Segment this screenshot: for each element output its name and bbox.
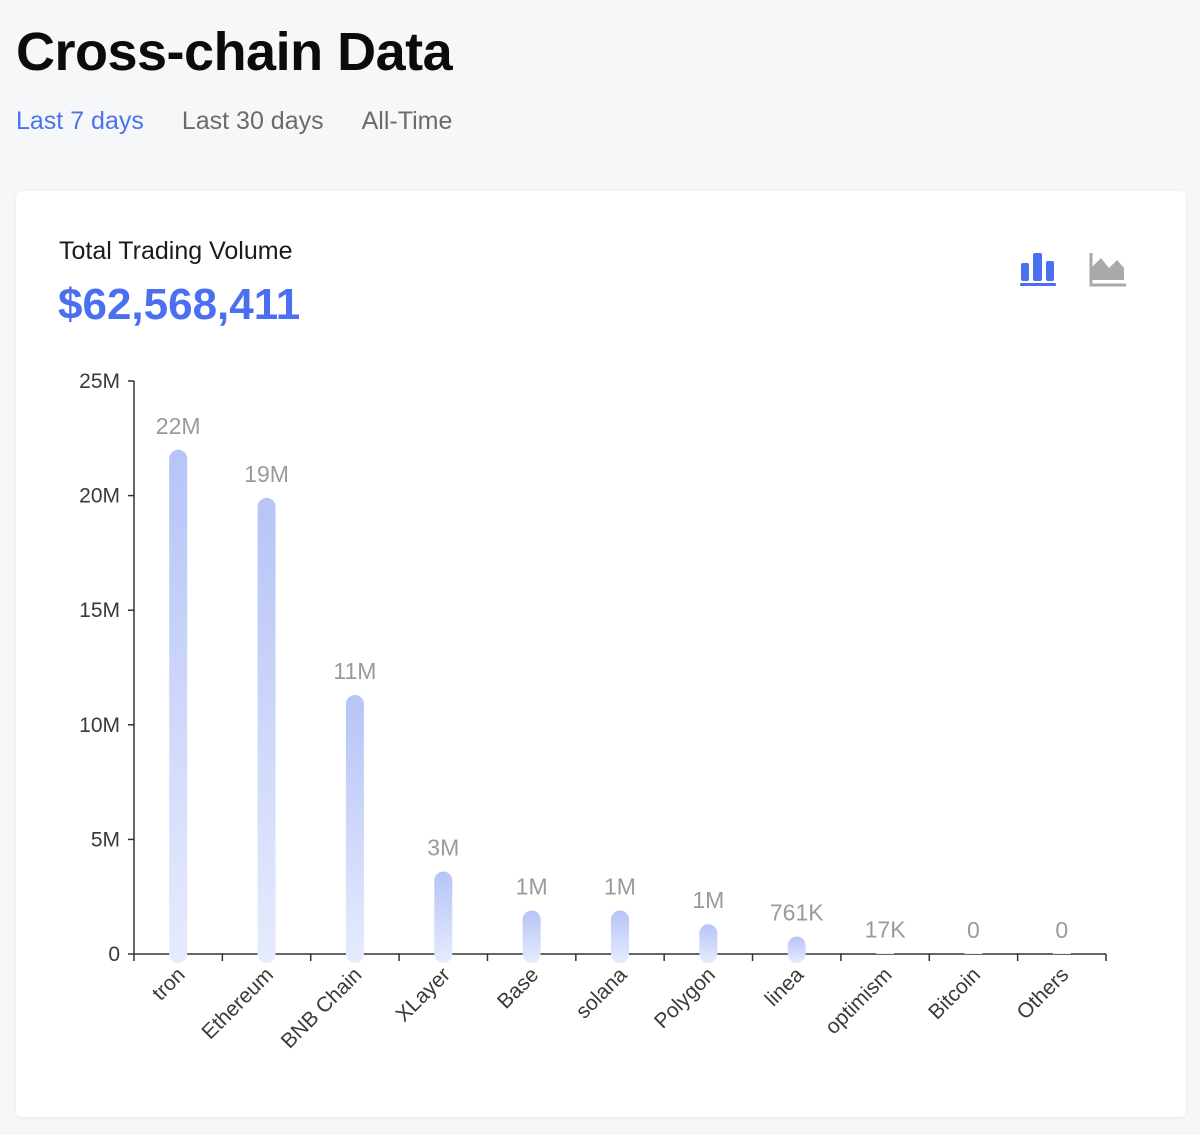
value-label: 19M xyxy=(244,461,289,487)
value-label: 1M xyxy=(692,887,724,913)
category-label: Ethereum xyxy=(197,963,278,1044)
category-label: Others xyxy=(1013,963,1074,1024)
value-label: 17K xyxy=(865,917,907,943)
y-tick-label: 25M xyxy=(79,370,120,393)
value-label: 1M xyxy=(516,873,548,899)
value-label: 3M xyxy=(427,834,459,860)
bar-chart: 0 5M 10M 15M 20M 25M 22M tron 19M Ethereum 11M BNB… xyxy=(79,370,1107,1053)
tab-last-30-days[interactable]: Last 30 days xyxy=(182,104,324,138)
time-range-tabs: Last 7 days Last 30 days All-Time xyxy=(16,104,452,138)
tab-all-time[interactable]: All-Time xyxy=(362,104,453,138)
category-label: BNB Chain xyxy=(277,963,367,1053)
bar-polygon xyxy=(699,924,718,963)
metric-value: $62,568,411 xyxy=(58,280,301,329)
bar-optimism xyxy=(876,953,895,954)
bar-solana xyxy=(611,910,629,963)
y-tick-label: 15M xyxy=(79,599,120,622)
page-title: Cross-chain Data xyxy=(16,22,453,82)
value-label: 11M xyxy=(333,658,376,684)
category-label: solana xyxy=(572,963,632,1023)
y-tick-label: 0 xyxy=(108,943,120,966)
category-label: Polygon xyxy=(650,963,720,1033)
metric-label: Total Trading Volume xyxy=(59,237,293,265)
bar-linea xyxy=(787,936,806,963)
bar-xlayer xyxy=(434,871,453,963)
bar-others xyxy=(1052,953,1071,954)
bar-ethereum xyxy=(257,497,276,963)
tab-last-7-days[interactable]: Last 7 days xyxy=(16,104,144,138)
value-label: 0 xyxy=(967,917,980,943)
trading-volume-card: Total Trading Volume $62,568,411 0 5M 10M 1… xyxy=(16,191,1186,1117)
y-tick-label: 10M xyxy=(79,714,120,737)
category-label: optimism xyxy=(821,963,897,1039)
bar-bitcoin xyxy=(964,953,983,954)
value-label: 761K xyxy=(770,900,824,926)
category-label: linea xyxy=(761,963,809,1011)
bar-tron xyxy=(169,449,188,963)
value-label: 0 xyxy=(1055,917,1068,943)
category-label: XLayer xyxy=(391,963,454,1026)
bar-chart-icon[interactable] xyxy=(1018,249,1058,289)
y-tick-label: 5M xyxy=(91,828,120,851)
y-tick-label: 20M xyxy=(79,485,120,508)
bar-bnb-chain xyxy=(345,695,364,963)
category-label: tron xyxy=(148,963,190,1005)
category-label: Base xyxy=(493,963,543,1013)
chart-type-toggle xyxy=(1018,249,1128,289)
category-label: Bitcoin xyxy=(924,963,985,1024)
value-label: 22M xyxy=(156,413,201,439)
area-chart-icon[interactable] xyxy=(1088,249,1128,289)
value-label: 1M xyxy=(604,873,636,899)
bar-base xyxy=(522,910,541,963)
